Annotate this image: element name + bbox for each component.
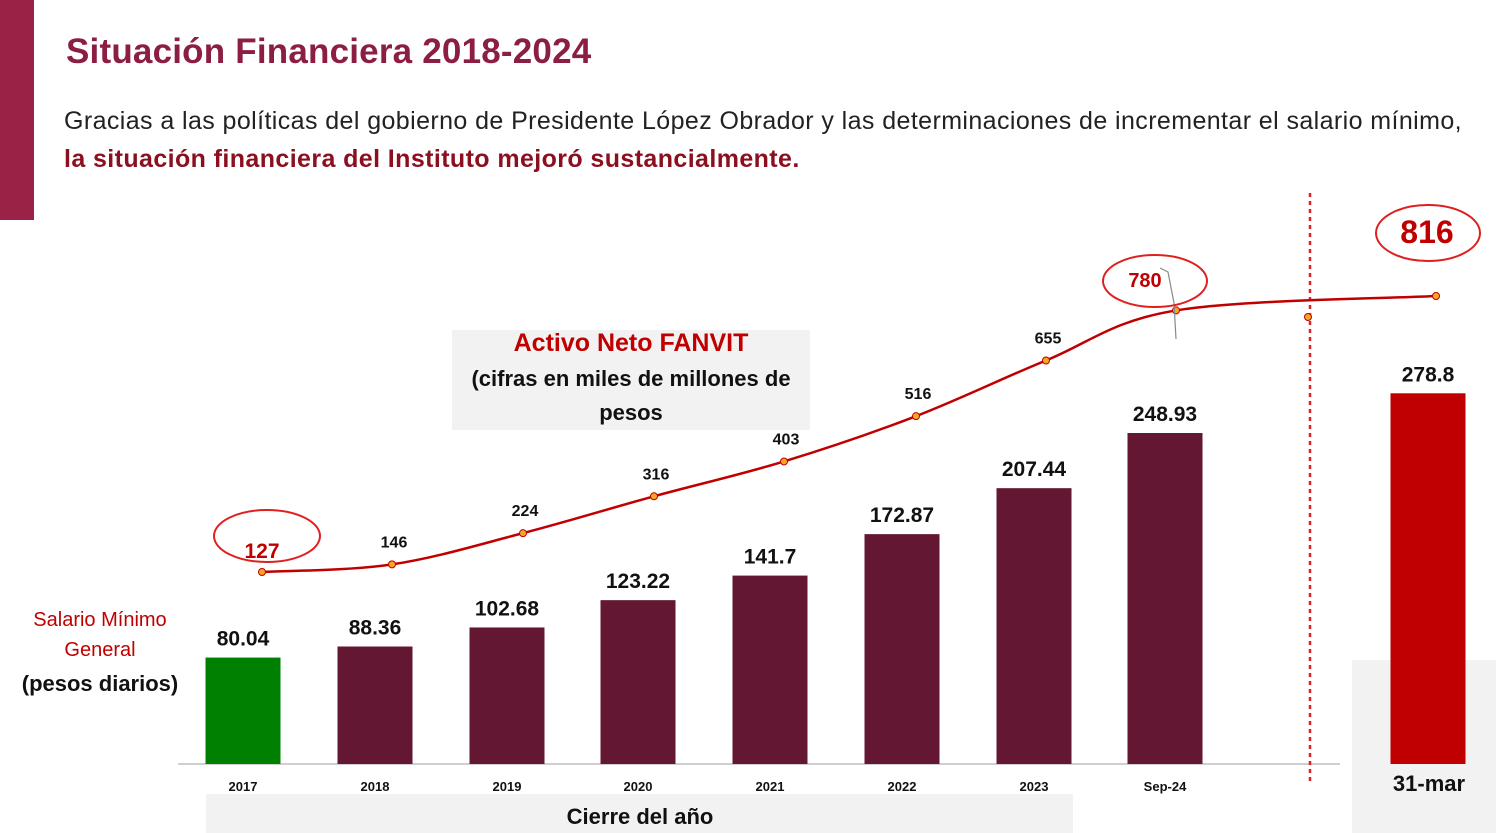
x-tick-label: 2017 (229, 779, 258, 794)
x-tick-label: 2020 (624, 779, 653, 794)
line-point-divider (1304, 313, 1312, 321)
line-value-label-highlight: 127 (244, 540, 279, 563)
x-tick-label: Sep-24 (1144, 779, 1187, 794)
line-value-label: 403 (773, 431, 800, 448)
bar-value-label: 141.7 (744, 546, 797, 569)
highlight-ellipse-127 (213, 509, 321, 563)
line-point (650, 492, 658, 501)
line-point (1432, 292, 1440, 300)
line-value-label: 224 (512, 503, 539, 520)
subtitle-text: Gracias a las políticas del gobierno de … (64, 107, 1462, 135)
line-point (388, 560, 396, 569)
x-axis-title: Cierre del año (567, 804, 714, 829)
bar-series-label-sub: (pesos diarios) (22, 671, 178, 696)
projection-bar-value-label: 278.8 (1402, 363, 1455, 386)
line-series-path (261, 294, 1437, 574)
line-point (1172, 306, 1180, 315)
bar-value-label: 80.04 (217, 628, 270, 651)
bar-value-label: 123.22 (606, 570, 670, 593)
line-value-label-highlight: 816 (1400, 214, 1453, 250)
line-value-label: 516 (905, 386, 932, 403)
bar-value-label: 172.87 (870, 504, 934, 527)
bar-series-label: Salario Mínimo (33, 609, 166, 631)
line-value-label: 316 (643, 466, 670, 483)
line-value-label: 146 (381, 534, 408, 551)
line-point (780, 457, 788, 466)
bar-2019 (469, 627, 545, 764)
x-tick-label: 2019 (493, 779, 522, 794)
line-point (912, 412, 920, 421)
line-series-label: Activo Neto FANVIT (514, 329, 749, 357)
accent-sidebar (0, 0, 34, 220)
page-subtitle: Gracias a las políticas del gobierno de … (64, 102, 1462, 178)
subtitle-highlight: la situación financiera del Instituto me… (64, 145, 800, 173)
bar-value-label: 88.36 (349, 617, 402, 640)
line-point (519, 529, 527, 538)
bar-2022 (864, 534, 940, 764)
x-tick-label: 2021 (756, 779, 785, 794)
page-title: Situación Financiera 2018-2024 (66, 32, 592, 71)
line-point (1042, 356, 1050, 365)
callout-leader-780 (1159, 267, 1177, 340)
highlight-ellipse-816 (1375, 204, 1481, 262)
bar-2020 (600, 600, 676, 764)
line-series-label-sub: pesos (599, 400, 663, 425)
bar-2023 (996, 488, 1072, 764)
x-tick-label: 2023 (1020, 779, 1049, 794)
line-series-label-sub: (cifras en miles de millones de (471, 366, 790, 391)
highlight-ellipse-780 (1102, 254, 1208, 308)
bar-2017 (205, 657, 281, 764)
line-series-label-bg (452, 330, 810, 430)
bar-2018 (337, 646, 413, 764)
bar-value-label: 102.68 (475, 597, 540, 620)
x-tick-label: 2018 (361, 779, 390, 794)
line-value-label: 655 (1035, 330, 1062, 347)
bar-2021 (732, 575, 808, 764)
projection-bar (1390, 393, 1466, 764)
x-axis-title-bg (206, 794, 1073, 833)
bar-value-label: 207.44 (1002, 458, 1067, 481)
bar-series-label: General (64, 639, 135, 661)
bar-value-label: 248.93 (1133, 403, 1197, 426)
line-value-label-highlight: 780 (1128, 270, 1161, 292)
line-point (258, 568, 266, 576)
x-tick-label: 2022 (888, 779, 917, 794)
projection-category-label: 31-mar (1393, 771, 1466, 796)
bar-Sep-24 (1127, 433, 1203, 764)
